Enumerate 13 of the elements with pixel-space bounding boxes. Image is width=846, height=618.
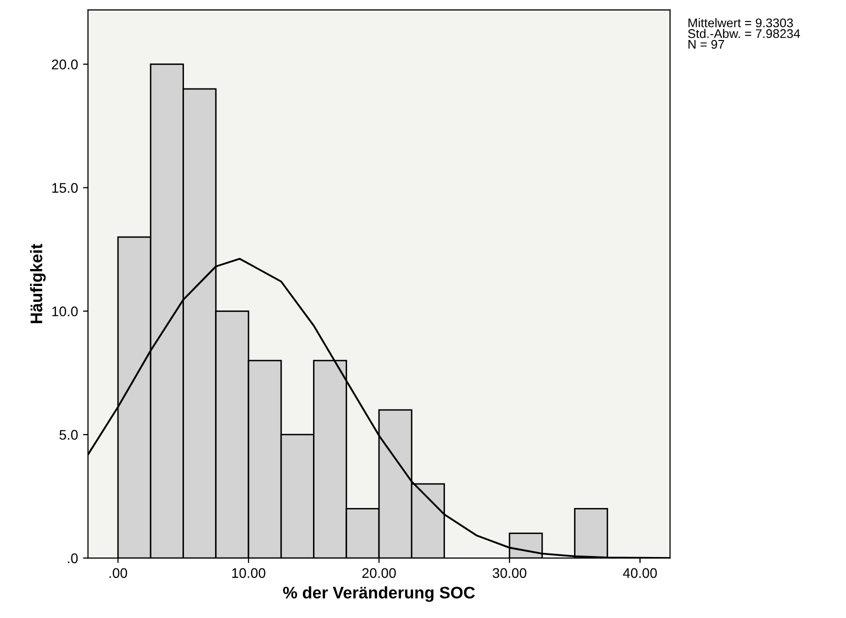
y-tick-label: 15.0 (52, 183, 78, 193)
y-tick-label: .0 (68, 553, 78, 564)
x-tick-label: 20.00 (362, 568, 396, 578)
y-tick-label: 5.0 (60, 430, 78, 440)
y-axis-title: Häufigkeit (30, 244, 46, 324)
y-tick-label: 10.0 (52, 306, 78, 316)
x-tick-label: .00 (110, 568, 128, 578)
x-tick-label: 40.00 (622, 568, 657, 578)
text: Mittelwert = 9.3303 Std.-Abw. = 7.98234 N = 97 (688, 18, 800, 49)
x-tick-label: 30.00 (492, 568, 526, 578)
x-axis-title: % der Veränderung SOC (283, 586, 475, 602)
x-tick-label: 10.00 (232, 568, 266, 578)
y-tick-label: 20.0 (52, 60, 78, 70)
